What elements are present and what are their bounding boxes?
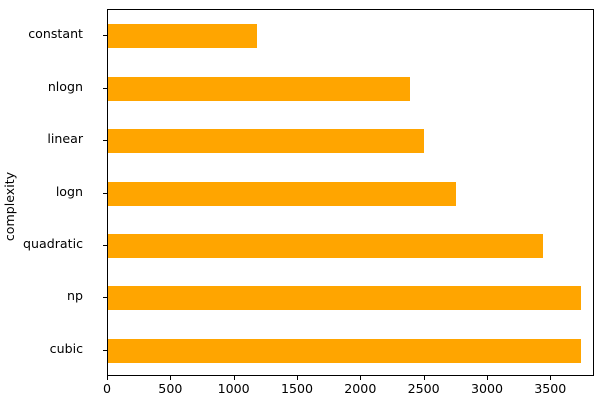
bar-cubic bbox=[108, 338, 581, 363]
x-tick-label-0: 0 bbox=[102, 381, 112, 396]
x-tick-mark-3500 bbox=[550, 376, 552, 380]
y-tick-label-linear: linear bbox=[47, 131, 83, 147]
bar-logn bbox=[108, 181, 457, 206]
y-axis-title-text: complexity bbox=[2, 171, 18, 242]
x-tick-label-3500: 3500 bbox=[534, 381, 567, 396]
bar-linear bbox=[108, 129, 424, 154]
bar-nlogn bbox=[108, 76, 410, 101]
x-tick-label-500: 500 bbox=[158, 381, 183, 396]
x-tick-mark-3000 bbox=[486, 376, 489, 380]
x-tick-mark-500 bbox=[170, 376, 172, 380]
bar-quadratic bbox=[108, 233, 544, 258]
x-tick-mark-2000 bbox=[360, 376, 362, 380]
y-tick-mark-linear bbox=[103, 140, 107, 142]
y-tick-mark-quadratic bbox=[103, 244, 107, 247]
y-tick-label-nlogn: nlogn bbox=[47, 78, 83, 94]
bar-constant bbox=[108, 24, 258, 49]
y-tick-mark-cubic bbox=[103, 349, 107, 351]
x-tick-label-1500: 1500 bbox=[280, 381, 314, 396]
x-tick-label-3000: 3000 bbox=[470, 381, 503, 396]
x-tick-mark-0 bbox=[107, 376, 109, 380]
y-tick-mark-nlogn bbox=[103, 87, 107, 89]
y-tick-mark-constant bbox=[103, 35, 107, 37]
x-tick-mark-1000 bbox=[233, 376, 235, 380]
y-tick-mark-np bbox=[103, 297, 107, 299]
x-tick-label-2000: 2000 bbox=[344, 381, 377, 396]
y-tick-label-constant: constant bbox=[28, 26, 83, 42]
y-tick-label-np: np bbox=[67, 288, 83, 304]
y-tick-label-logn: logn bbox=[55, 183, 83, 199]
y-tick-label-quadratic: quadratic bbox=[23, 235, 83, 251]
bar-np bbox=[108, 286, 581, 311]
bars-layer bbox=[108, 10, 593, 375]
y-tick-label-cubic: cubic bbox=[49, 340, 83, 356]
x-tick-label-2500: 2500 bbox=[407, 381, 440, 396]
y-tick-mark-logn bbox=[103, 192, 107, 194]
x-tick-label-1000: 1000 bbox=[217, 381, 250, 396]
plot-area bbox=[107, 9, 594, 376]
x-tick-mark-1500 bbox=[296, 376, 299, 380]
x-tick-mark-2500 bbox=[423, 376, 425, 380]
